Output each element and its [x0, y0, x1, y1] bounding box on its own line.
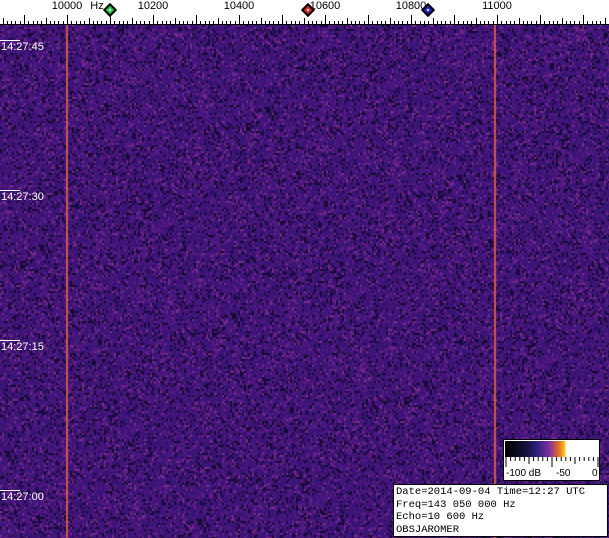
info-frequency: Freq=143 050 000 Hz	[396, 498, 516, 511]
time-tick-label: 14:27:15	[1, 341, 44, 353]
info-echo: Echo=10 600 Hz	[396, 511, 485, 523]
frequency-tick-label: 10200	[137, 0, 169, 12]
colorbar-label-max: 0	[592, 468, 598, 479]
frequency-tick-label: 10000	[51, 0, 83, 12]
frequency-tick-label: 10400	[223, 0, 255, 12]
colorbar-label-mid: -50	[556, 468, 571, 479]
time-tick-line	[0, 340, 20, 341]
info-observer: OBSJAROMER	[396, 523, 460, 536]
colorbar-label-min: -100 dB	[506, 468, 542, 479]
frequency-tick-label: 11000	[482, 0, 512, 12]
time-tick-line	[0, 490, 20, 491]
ruler-ticks	[0, 15, 609, 25]
frequency-ruler: 10000 10200 10400 10600 10800 11000 Hz	[0, 0, 609, 25]
colorbar: -100 dB -50 0	[503, 439, 600, 481]
time-tick-label: 14:27:45	[1, 41, 44, 53]
time-tick-line	[0, 40, 20, 41]
frequency-unit-label: Hz	[90, 0, 104, 12]
frequency-tick-label: 10600	[309, 0, 341, 12]
colorbar-gradient	[505, 441, 598, 457]
frequency-tick-label: 10800	[395, 0, 427, 12]
time-tick-label: 14:27:00	[1, 491, 44, 503]
colorbar-ticks	[505, 457, 599, 467]
info-date-time: Date=2014-09-04 Time=12:27 UTC	[396, 486, 586, 498]
info-box: Date=2014-09-04 Time=12:27 UTC Freq=143 …	[393, 484, 608, 537]
time-tick-line	[0, 190, 20, 191]
time-tick-label: 14:27:30	[1, 191, 44, 203]
